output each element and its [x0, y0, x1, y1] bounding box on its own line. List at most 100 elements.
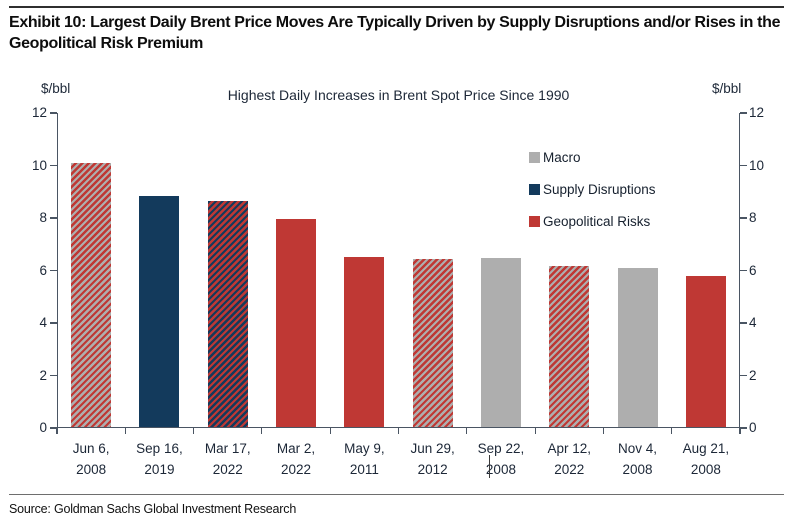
y-tick-label-right: 10: [749, 157, 765, 173]
x-label-line2: 2011: [349, 462, 379, 477]
x-label-line2: 2012: [417, 462, 448, 477]
x-tick: [397, 428, 400, 434]
y-tick-label-right: 2: [749, 367, 757, 383]
y-tick-label-right: 12: [749, 105, 765, 120]
x-label-line2: 2008: [690, 462, 721, 477]
x-label-6: Jun 29, 2012: [399, 438, 467, 480]
y-tick-label-right: 4: [749, 315, 757, 330]
bottom-rule: [9, 494, 784, 495]
y-tick-right: [740, 217, 747, 219]
y-tick-label-left: 4: [39, 315, 47, 330]
legend-item-3: Geopolitical Risks: [529, 205, 656, 237]
x-label-line2: 2019: [144, 462, 175, 477]
x-label-line1: Mar 17,: [204, 441, 251, 456]
y-tick-right: [740, 164, 747, 167]
y-tick-left: [50, 269, 57, 272]
y-tick-label-right: 0: [749, 420, 757, 435]
x-label-3: Mar 17, 2022: [194, 438, 262, 480]
y-tick-left: [50, 374, 57, 377]
y-tick-label-left: 6: [39, 262, 47, 278]
x-label-5: May 9, 2011: [330, 438, 398, 480]
legend-item-2: Supply Disruptions: [529, 173, 656, 205]
x-label-2: Sep 16, 2019: [125, 438, 193, 480]
y-tick-left: [50, 164, 57, 167]
y-tick-label-right: 6: [749, 262, 757, 278]
source-text: Source: Goldman Sachs Global Investment …: [9, 502, 297, 516]
y-axis-left: [57, 113, 59, 428]
y-tick-right: [740, 374, 747, 377]
x-label-line1: Sep 22,: [477, 441, 525, 456]
x-tick: [56, 428, 58, 434]
bar-7: [480, 257, 521, 427]
legend-label: Macro: [543, 149, 581, 165]
x-tick: [329, 428, 331, 434]
x-tick: [466, 428, 468, 434]
x-label-1: Jun 6, 2008: [57, 438, 125, 480]
y-axis-unit-left: $/bbl: [41, 81, 71, 96]
y-axis-right: [738, 113, 740, 428]
x-label-line1: Nov 4,: [618, 441, 658, 456]
x-label-4: Mar 2, 2022: [262, 438, 330, 480]
x-label-line2: 2022: [554, 462, 585, 477]
bar-4: [276, 219, 317, 427]
x-label-line1: May 9,: [344, 441, 385, 456]
x-label-line2: 2008: [76, 462, 107, 477]
y-tick-label-right: 8: [749, 210, 757, 225]
y-tick-label-left: 0: [39, 420, 47, 435]
x-tick: [534, 428, 536, 434]
chart-title: Highest Daily Increases in Brent Spot Pr…: [227, 87, 570, 103]
y-axis-unit-right: $/bbl: [712, 81, 742, 96]
y-tick-right: [740, 269, 747, 272]
geo-swatch: [529, 215, 540, 227]
legend-label: Supply Disruptions: [543, 181, 656, 197]
y-tick-right: [740, 427, 747, 429]
y-tick-right: [740, 112, 747, 114]
x-label-9: Nov 4, 2008: [603, 438, 671, 480]
supply-swatch: [529, 183, 540, 195]
chart-legend: Macro Supply Disruptions Geopolitical Risk…: [529, 141, 656, 237]
x-label-line2: 2022: [212, 462, 243, 477]
top-rule: [9, 6, 784, 8]
bar-10: [685, 276, 726, 427]
x-tick: [602, 428, 604, 434]
x-label-line1: Jun 6,: [72, 441, 110, 456]
x-tick: [671, 428, 673, 434]
x-label-line1: Sep 16,: [136, 441, 183, 456]
y-tick-label-left: 8: [39, 210, 47, 225]
x-label-line2: 2008: [485, 462, 516, 477]
x-label-line1: Aug 21,: [682, 441, 730, 456]
cursor-artifact: [489, 455, 491, 478]
x-tick: [124, 428, 126, 434]
y-tick-label-left: 2: [39, 367, 47, 383]
y-tick-label-left: 12: [31, 105, 47, 120]
x-axis: [57, 426, 740, 428]
x-tick: [261, 428, 263, 434]
x-label-7: Sep 22, 2008: [467, 438, 535, 480]
bar-8: [549, 266, 590, 427]
y-tick-left: [50, 427, 57, 429]
bar-1: [71, 162, 112, 427]
x-label-line1: Mar 2,: [276, 441, 316, 456]
y-tick-left: [50, 217, 57, 219]
bar-9: [617, 267, 658, 427]
y-tick-right: [740, 322, 747, 324]
bar-2: [139, 196, 180, 427]
x-label-line2: 2022: [281, 462, 312, 477]
exhibit-title: Exhibit 10: Largest Daily Brent Price Mo…: [9, 14, 781, 52]
plot-area: 0 0 2 2 4 4 6 6 8 8 10 10 12 12 Jun 6, 2008 Sep 16, 2019 M…: [32, 105, 764, 477]
y-tick-label-left: 10: [31, 157, 47, 173]
x-tick: [739, 428, 741, 434]
bar-5: [344, 256, 385, 427]
x-label-8: Apr 12, 2022: [535, 438, 603, 480]
macro-swatch: [529, 151, 540, 163]
legend-label: Geopolitical Risks: [543, 213, 651, 229]
bar-3: [207, 201, 248, 427]
y-tick-left: [50, 322, 57, 324]
x-label-line1: Apr 12,: [547, 441, 591, 456]
legend-item-1: Macro: [529, 141, 656, 173]
x-label-line2: 2008: [622, 462, 653, 477]
x-label-line1: Jun 29,: [410, 441, 455, 456]
x-tick: [193, 428, 195, 434]
y-tick-left: [50, 112, 57, 114]
